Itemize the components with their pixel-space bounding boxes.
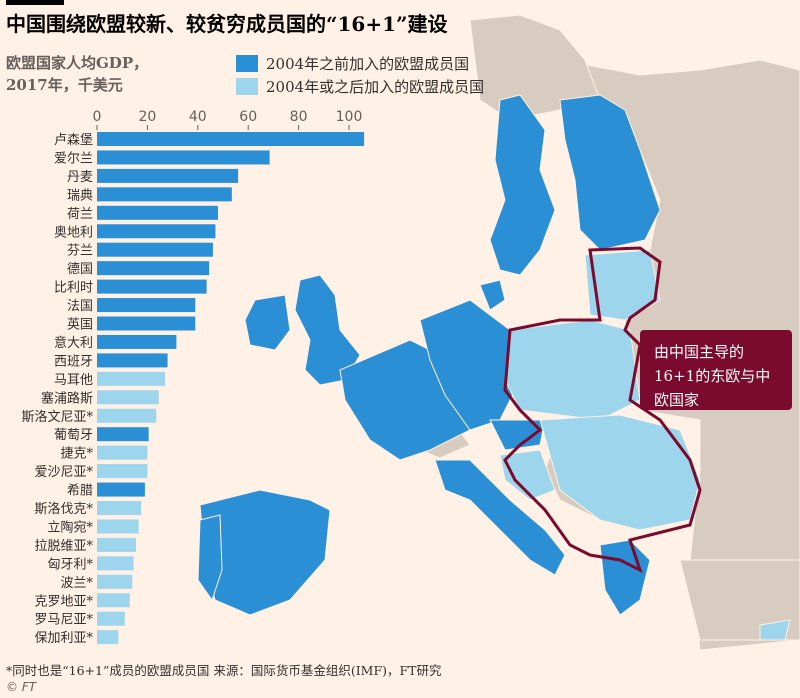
bar: [97, 242, 213, 257]
sixteen-plus-one-callout: 由中国主导的 16+1的东欧与中 欧国家: [640, 330, 792, 410]
old-eu-members: [197, 94, 661, 616]
bar: [97, 574, 133, 589]
category-label: 丹麦: [67, 170, 93, 185]
bar: [97, 611, 125, 626]
category-label: 葡萄牙: [54, 428, 93, 443]
category-label: 匈牙利*: [47, 557, 93, 572]
bar: [97, 353, 168, 368]
category-label: 芬兰: [67, 244, 93, 259]
category-label: 斯洛文尼亚*: [21, 410, 93, 425]
category-label: 克罗地亚*: [34, 594, 93, 609]
legend-item-new: 2004年或之后加入的欧盟成员国: [236, 76, 484, 97]
x-tick-label: 40: [189, 109, 207, 125]
bar: [97, 556, 134, 571]
category-label: 波兰*: [60, 576, 93, 591]
copyright: © FT: [6, 680, 37, 694]
bar: [97, 519, 139, 534]
bar: [97, 168, 239, 183]
legend-swatch-new: [236, 78, 258, 95]
new-eu-members: [499, 249, 791, 641]
bar: [97, 593, 130, 608]
callout-line-2: 16+1的东欧与中: [654, 367, 771, 385]
category-label: 立陶宛*: [47, 519, 93, 535]
bar: [97, 298, 196, 313]
category-label: 拉脱维亚*: [34, 539, 93, 554]
category-label: 保加利亚*: [34, 631, 93, 646]
chart-subtitle: 欧盟国家人均GDP， 2017年，千美元: [6, 52, 148, 96]
category-label: 法国: [67, 299, 93, 314]
legend-label-old: 2004年之前加入的欧盟成员国: [266, 55, 470, 73]
category-label: 斯洛伐克*: [34, 502, 93, 517]
category-label: 奥地利: [54, 225, 93, 240]
subtitle-line-1: 欧盟国家人均GDP，: [6, 54, 149, 72]
x-tick-label: 0: [93, 109, 102, 125]
category-label: 塞浦路斯: [41, 390, 93, 406]
callout-line-1: 由中国主导的: [654, 343, 745, 361]
x-tick-label: 80: [290, 109, 308, 125]
category-label: 希腊: [67, 484, 93, 499]
bar: [97, 316, 196, 331]
bar: [97, 132, 365, 146]
category-label: 捷克*: [60, 447, 93, 462]
bar: [97, 205, 218, 220]
x-tick-label: 100: [336, 109, 363, 125]
category-label: 德国: [67, 262, 93, 277]
category-label: 爱沙尼亚*: [34, 465, 93, 480]
bar: [97, 408, 157, 423]
category-label: 比利时: [54, 281, 93, 296]
bar: [97, 371, 166, 386]
bar: [97, 390, 159, 405]
subtitle-line-2: 2017年，千美元: [6, 76, 123, 94]
legend-swatch-old: [236, 55, 258, 72]
bar: [97, 482, 145, 497]
legend-label-new: 2004年或之后加入的欧盟成员国: [266, 78, 485, 96]
legend: 2004年之前加入的欧盟成员国 2004年或之后加入的欧盟成员国: [236, 53, 484, 99]
legend-item-old: 2004年之前加入的欧盟成员国: [236, 53, 484, 74]
bar: [97, 187, 232, 202]
category-label: 瑞典: [67, 188, 93, 203]
bar: [97, 150, 270, 165]
footnote: *同时也是“16+1”成员的欧盟成员国 来源：国际货币基金组织(IMF)，FT研…: [6, 663, 442, 678]
category-label: 荷兰: [67, 207, 93, 222]
ft-topbar: [6, 0, 64, 5]
category-label: 意大利: [54, 335, 93, 351]
bar: [97, 224, 216, 239]
bar: [97, 501, 142, 515]
chart-title: 中国围绕欧盟较新、较贫穷成员国的“16+1”建设: [6, 12, 448, 36]
sixteen-plus-one-outline: [503, 246, 702, 573]
bar: [97, 279, 207, 294]
category-label: 卢森堡: [54, 132, 93, 148]
bar: [97, 334, 177, 349]
bar: [97, 261, 210, 276]
x-tick-label: 20: [138, 109, 156, 125]
category-label: 西班牙: [54, 354, 93, 369]
category-label: 罗马尼亚*: [34, 613, 93, 628]
bar: [97, 537, 137, 552]
bar: [97, 445, 148, 460]
category-label: 马耳他: [54, 373, 93, 388]
x-tick-label: 60: [239, 109, 257, 125]
bar: [97, 427, 149, 442]
category-label: 英国: [67, 318, 93, 333]
bar: [97, 464, 148, 479]
callout-line-3: 欧国家: [654, 391, 700, 409]
category-label: 爱尔兰: [54, 151, 93, 166]
bar: [97, 630, 119, 645]
